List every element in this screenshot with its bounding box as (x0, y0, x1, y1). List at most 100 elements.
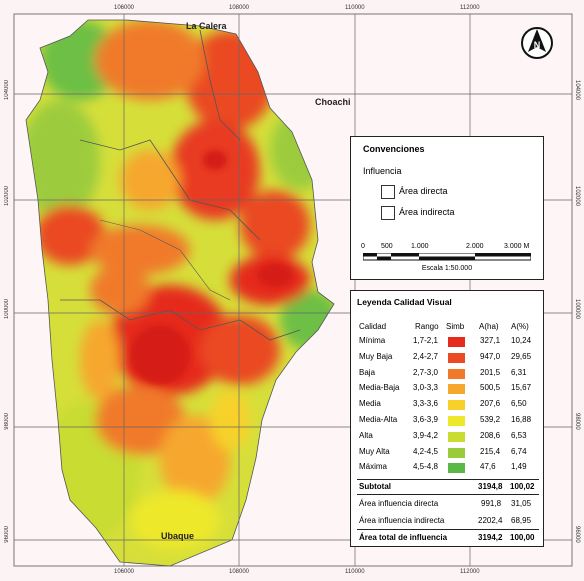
direct-influence-area-pct: 31,05 (511, 499, 532, 508)
legend-class-name: Muy Alta (359, 446, 390, 456)
legend-panel: Leyenda Calidad Visual Calidad Rango Sim… (350, 290, 544, 547)
direct-area-symbol (381, 185, 395, 199)
legend-class-range: 2,4-2,7 (413, 351, 438, 361)
legend-class-area-pct: 6,50 (511, 399, 527, 409)
indirect-influence-area-ha: 2202,4 (478, 516, 503, 525)
legend-class-area-ha: 215,4 (480, 446, 501, 456)
legend-class-area-ha: 208,6 (480, 430, 501, 440)
coord-left-1: 104000 (4, 80, 10, 101)
legend-class-swatch (448, 416, 465, 426)
legend-class-range: 4,2-4,5 (413, 446, 438, 456)
subtotal-label: Subtotal (359, 482, 391, 491)
legend-class-swatch (448, 431, 465, 442)
direct-influence-area-ha: 991,8 (481, 499, 502, 508)
coord-top-3: 110000 (345, 5, 365, 11)
coord-right-2: 102000 (574, 186, 580, 207)
conventions-panel: Convenciones Influencia Área directa Áre… (350, 136, 544, 280)
legend-class-area-pct: 15,67 (511, 383, 532, 393)
coord-bottom-1: 106000 (114, 569, 135, 575)
legend-class-area-pct: 16,88 (511, 415, 532, 424)
legend-class-swatch (448, 400, 465, 411)
total-area-ha: 3194,2 (478, 533, 503, 542)
legend-class-area-pct: 6,31 (511, 367, 527, 377)
legend-class-name: Media (359, 399, 381, 409)
coord-right-4: 98000 (574, 413, 580, 430)
legend-divider-2 (357, 494, 539, 495)
coord-left-3: 100000 (4, 299, 10, 320)
coord-bottom-4: 112000 (460, 569, 480, 575)
legend-divider-3 (357, 529, 539, 530)
coord-right-3: 100000 (574, 299, 580, 320)
coord-left-5: 96000 (4, 526, 10, 543)
indirect-influence-label: Área influencia indirecta (359, 516, 445, 525)
coord-bottom-3: 110000 (345, 569, 365, 575)
scale-tick-2000: 2.000 (466, 243, 484, 250)
legend-title: Leyenda Calidad Visual (357, 297, 452, 307)
legend-class-area-pct: 29,65 (511, 351, 532, 361)
scale-tick-500: 500 (381, 243, 393, 250)
legend-class-area-ha: 201,5 (480, 367, 501, 377)
total-label: Área total de influencia (359, 533, 448, 542)
legend-divider-1 (357, 479, 539, 480)
coord-left-4: 98000 (4, 413, 10, 430)
legend-class-area-ha: 947,0 (480, 351, 501, 361)
legend-class-name: Mínima (359, 336, 386, 345)
scale-tick-0: 0 (361, 243, 365, 250)
legend-class-swatch (448, 447, 465, 458)
legend-class-swatch (448, 463, 465, 474)
legend-class-range: 1,7-2,1 (413, 336, 438, 345)
subtotal-area-pct: 100,02 (510, 482, 535, 491)
conventions-title: Convenciones (363, 144, 425, 154)
indirect-area-symbol (381, 206, 395, 220)
coord-bottom-2: 108000 (229, 569, 250, 575)
legend-header-simb: Simb (446, 322, 465, 331)
legend-header-area-pct: A(%) (511, 322, 529, 331)
legend-class-area-ha: 207,6 (480, 399, 501, 409)
legend-class-area-pct: 10,24 (511, 336, 532, 345)
legend-class-area-pct: 6,74 (511, 446, 527, 456)
direct-area-label: Área directa (399, 186, 448, 196)
legend-class-area-ha: 539,2 (480, 415, 501, 424)
place-choachi: Choachi (315, 97, 351, 107)
place-ubaque: Ubaque (161, 531, 195, 541)
legend-class-area-ha: 47,6 (480, 462, 496, 472)
legend-class-range: 3,6-3,9 (413, 415, 438, 424)
legend-class-name: Muy Baja (359, 351, 393, 361)
legend-class-name: Media-Alta (359, 415, 398, 424)
scale-bar (363, 253, 531, 261)
indirect-influence-area-pct: 68,95 (511, 516, 532, 525)
legend-header-rango: Rango (415, 322, 439, 331)
place-la-calera: La Calera (186, 21, 227, 31)
legend-class-swatch (448, 384, 465, 395)
north-arrow-icon: N (521, 27, 553, 59)
indirect-area-label: Área indirecta (399, 207, 455, 217)
legend-class-name: Alta (359, 430, 373, 440)
legend-class-area-pct: 1,49 (511, 462, 527, 472)
coord-top-2: 108000 (229, 5, 250, 11)
legend-class-swatch (448, 337, 465, 347)
legend-class-range: 3,0-3,3 (413, 383, 438, 393)
legend-class-range: 3,9-4,2 (413, 430, 438, 440)
legend-class-swatch (448, 368, 465, 379)
coord-top-4: 112000 (460, 5, 480, 11)
legend-class-range: 2,7-3,0 (413, 367, 438, 377)
conventions-influence-label: Influencia (363, 166, 402, 176)
north-arrow-letter: N (534, 40, 541, 50)
legend-header-calidad: Calidad (359, 322, 387, 331)
legend-class-swatch (448, 352, 465, 363)
scale-tick-3000: 3.000 M (504, 243, 530, 250)
legend-class-range: 3,3-3,6 (413, 399, 438, 409)
legend-class-area-ha: 500,5 (480, 383, 501, 393)
scale-tick-1000: 1.000 (411, 243, 429, 250)
legend-class-range: 4,5-4,8 (413, 462, 438, 472)
legend-class-name: Máxima (359, 462, 388, 472)
coord-right-5: 96000 (574, 526, 580, 543)
legend-class-name: Media-Baja (359, 383, 400, 393)
coord-top-1: 106000 (114, 5, 135, 11)
legend-class-name: Baja (359, 367, 376, 377)
coord-left-2: 102000 (4, 186, 10, 207)
total-area-pct: 100,00 (510, 533, 535, 542)
coord-right-1: 104000 (574, 80, 580, 101)
subtotal-area-ha: 3194,8 (478, 482, 503, 491)
legend-class-area-pct: 6,53 (511, 430, 527, 440)
